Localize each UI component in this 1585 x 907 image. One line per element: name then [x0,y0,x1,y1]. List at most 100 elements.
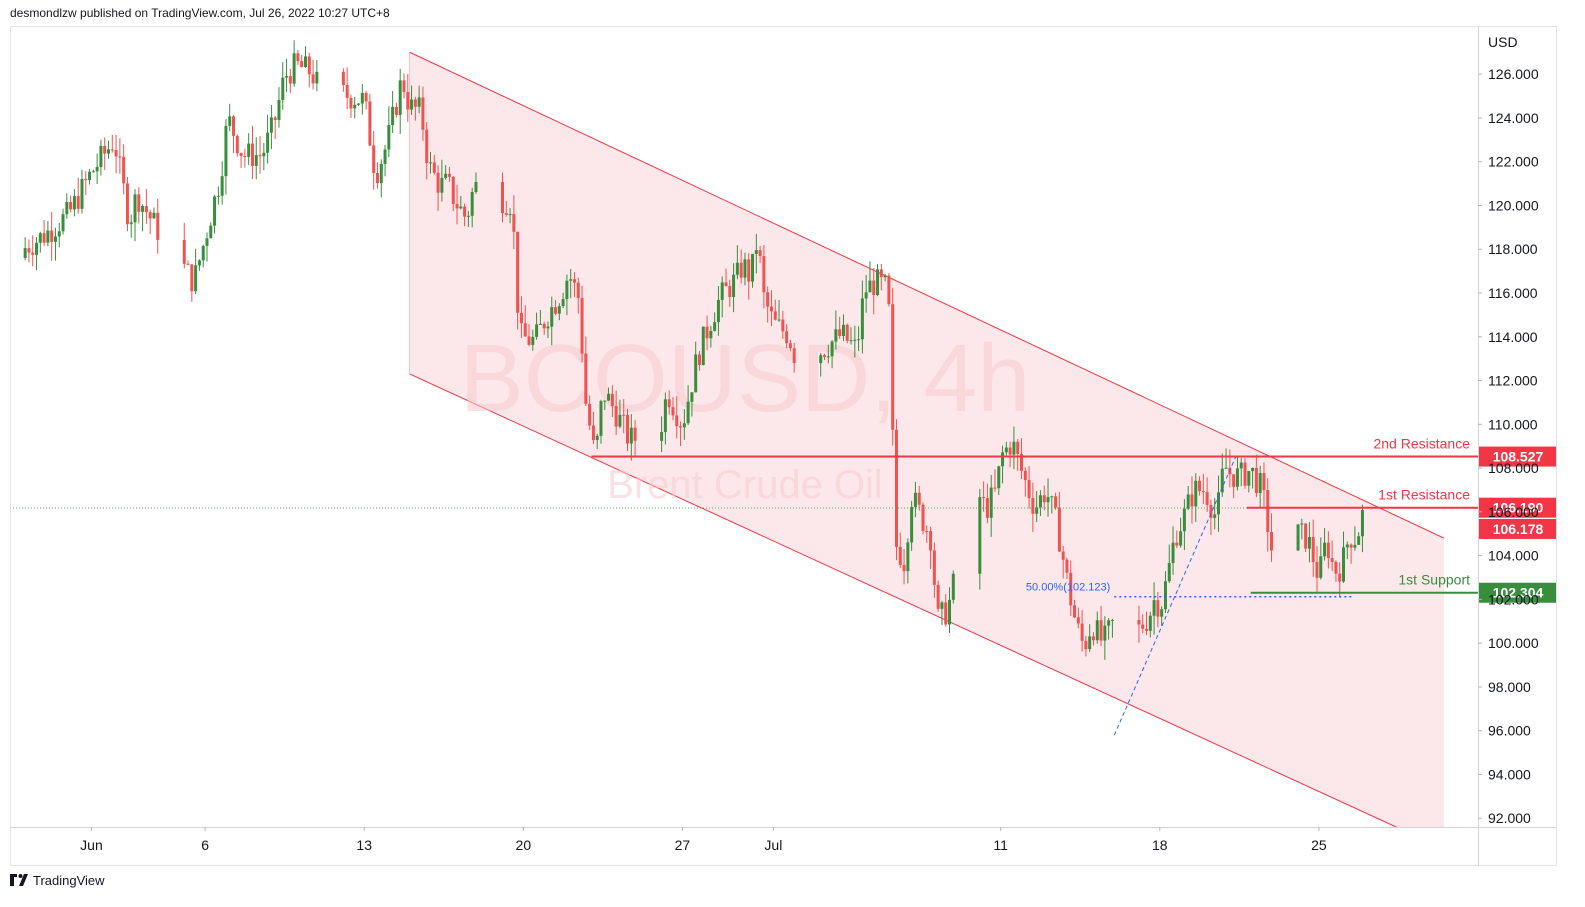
candle-down [182,239,186,264]
candle-down [1311,536,1315,563]
candle-up [531,336,535,345]
chart-svg[interactable]: BCOUSD, 4h Brent Crude Oil 2nd Resistanc… [10,26,1557,866]
candle-down [887,275,891,305]
candle-down [156,212,160,240]
candle-down [451,176,455,204]
candle-down [679,426,683,428]
candle-up [141,206,145,212]
candle-down [788,343,792,349]
candle-up [292,53,296,84]
candle-down [118,156,122,158]
candle-down [1209,504,1213,518]
candle-down [137,194,141,212]
candle-up [440,177,444,193]
candle-up [1307,536,1311,549]
footer: TradingView [10,871,105,889]
candle-up [1239,462,1243,469]
candle-up [841,324,845,337]
candle-up [508,214,512,216]
candle-up [266,132,270,153]
candle-up [1095,620,1099,641]
candle-up [1251,467,1255,472]
x-tick-label: 11 [993,837,1008,853]
candle-down [697,354,701,365]
descending-channel [409,51,1445,828]
candle-up [868,280,872,293]
candle-down [1019,453,1023,471]
candle-down [898,546,902,565]
candle-down [769,306,773,312]
candle-down [103,146,107,154]
chart-border [10,26,1557,866]
candle-down [1254,467,1258,494]
y-tick-label: 120.000 [1488,197,1539,213]
price-chart[interactable]: BCOUSD, 4h Brent Crude Oil 2nd Resistanc… [10,26,1557,866]
candle-down [724,282,728,287]
candle-down [932,550,936,585]
candle-down [394,106,398,115]
candle-down [584,353,588,404]
candle-up [379,163,383,184]
y-tick-label: 94.000 [1488,766,1531,782]
candle-down [838,329,842,337]
candle-up [682,423,686,428]
candle-up [228,116,232,126]
candle-down [1065,559,1069,573]
candle-up [550,307,554,327]
candle-up [1353,544,1357,548]
candle-down [235,135,239,154]
candle-up [864,292,868,299]
candle-down [512,214,516,232]
candle-up [951,573,955,600]
candle-up [686,401,690,424]
candle-up [23,248,27,258]
last-price-tag: 106.178 [1493,521,1544,537]
candle-down [1338,573,1342,582]
candle-down [413,99,417,107]
candle-down [1304,523,1308,549]
currency-label: USD [1488,34,1518,50]
candle-down [747,259,751,282]
candle-up [152,212,156,219]
candle-down [122,156,126,184]
y-tick-label: 104.000 [1488,548,1539,564]
candle-up [1004,447,1008,453]
candle-up [777,319,781,321]
candle-down [500,182,504,214]
y-tick-label: 106.000 [1488,504,1539,520]
candle-down [341,71,345,85]
candle-down [1023,470,1027,481]
candle-up [277,99,281,120]
candle-down [375,173,379,184]
candle-down [455,203,459,209]
publisher-line: desmondlzw published on TradingView.com,… [10,6,390,20]
candle-down [523,323,527,337]
candle-up [1216,492,1220,515]
candle-down [402,80,406,93]
candle-down [667,399,671,408]
candle-up [444,173,448,178]
candle-down [823,355,827,357]
candle-down [675,415,679,427]
candle-down [31,252,35,255]
candle-up [834,329,838,342]
candle-down [1057,507,1061,552]
candle-down [349,97,353,109]
candle-down [542,323,546,329]
candle-down [1084,640,1088,650]
candle-up [262,152,266,157]
candle-up [860,298,864,340]
candle-down [250,143,254,166]
candle-up [1001,452,1005,467]
candle-up [940,602,944,609]
candle-up [538,323,542,325]
candle-down [879,269,883,278]
candle-up [201,245,205,261]
candle-down [463,206,467,217]
candle-up [303,56,307,68]
candle-down [985,498,989,518]
y-tick-label: 96.000 [1488,723,1531,739]
candle-up [80,179,84,209]
candle-down [307,56,311,75]
candle-up [91,171,95,173]
